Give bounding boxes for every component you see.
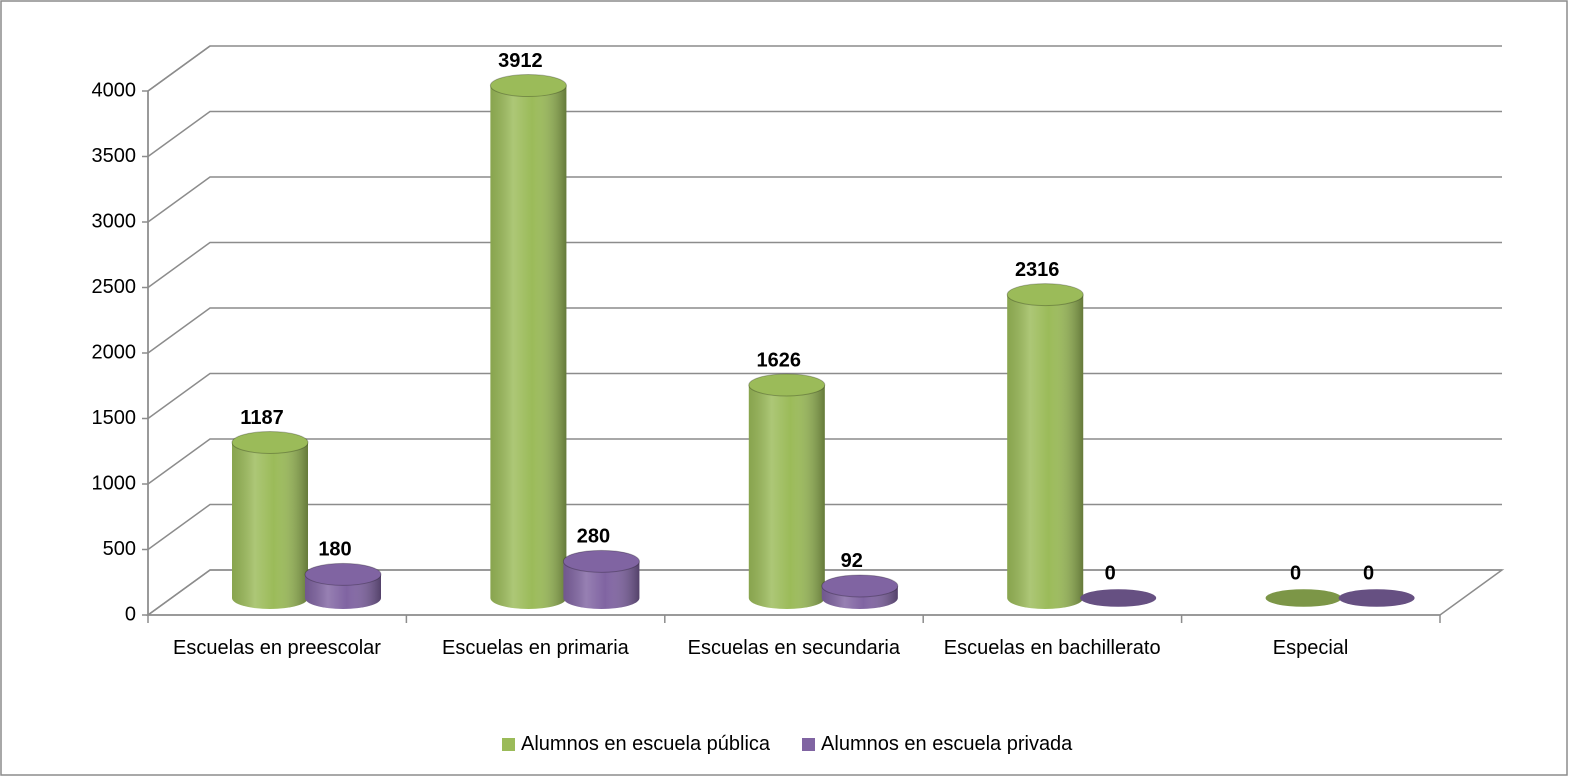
x-tick-label: Escuelas en preescolar bbox=[173, 637, 381, 659]
cylinder-top bbox=[231, 431, 309, 455]
grid-line bbox=[147, 45, 1502, 92]
cylinder-shade bbox=[232, 442, 308, 609]
cylinder-top bbox=[821, 574, 899, 598]
legend-label: Alumnos en escuela pública bbox=[521, 733, 771, 755]
grid-line bbox=[147, 241, 1502, 289]
y-tick-label: 1500 bbox=[92, 407, 137, 429]
y-tick-label: 1000 bbox=[92, 472, 137, 494]
y-tick-label: 2000 bbox=[92, 341, 137, 363]
cylinder-base bbox=[1080, 589, 1157, 607]
cylinder-top bbox=[1006, 283, 1084, 307]
cylinder-shade bbox=[748, 384, 825, 610]
x-tick-label: Especial bbox=[1272, 637, 1349, 659]
legend-item: Alumnos en escuela privada bbox=[802, 730, 1072, 758]
cylinder-top bbox=[562, 549, 640, 573]
cylinder-top bbox=[304, 562, 382, 586]
data-label: 280 bbox=[577, 526, 610, 548]
legend-swatch bbox=[502, 737, 515, 751]
y-tick-label: 3500 bbox=[92, 145, 137, 167]
cylinder-base bbox=[1265, 589, 1342, 607]
data-label: 2316 bbox=[1015, 259, 1060, 281]
cylinder-shade bbox=[563, 561, 640, 610]
cylinder-shade bbox=[1007, 294, 1084, 609]
data-label: 1187 bbox=[240, 407, 283, 429]
data-label: 180 bbox=[318, 539, 351, 561]
grid-line bbox=[147, 110, 1502, 158]
data-label: 92 bbox=[841, 550, 863, 572]
cylinder-base bbox=[1338, 589, 1415, 607]
x-tick-label: Escuelas en bachillerato bbox=[943, 637, 1161, 659]
y-tick-label: 3000 bbox=[92, 210, 137, 232]
cylinder-top bbox=[748, 373, 826, 397]
legend-item: Alumnos en escuela pública bbox=[502, 730, 770, 758]
data-label: 1626 bbox=[757, 349, 802, 371]
y-tick-label: 500 bbox=[103, 538, 136, 560]
data-label: 0 bbox=[1363, 562, 1374, 584]
y-tick-label: 0 bbox=[125, 603, 136, 625]
legend: Alumnos en escuela pública Alumnos en esc… bbox=[502, 730, 1104, 758]
legend-label: Alumnos en escuela privada bbox=[821, 733, 1073, 755]
cylinder-top bbox=[489, 74, 567, 98]
cylinder-shade bbox=[490, 85, 567, 609]
data-label: 0 bbox=[1290, 562, 1301, 584]
data-label: 0 bbox=[1105, 562, 1116, 584]
y-tick-label: 2500 bbox=[92, 276, 137, 298]
y-tick-label: 4000 bbox=[92, 79, 137, 101]
data-label: 3912 bbox=[498, 50, 543, 72]
x-tick-label: Escuelas en secundaria bbox=[687, 637, 900, 659]
x-tick-label: Escuelas en primaria bbox=[442, 637, 629, 659]
legend-swatch bbox=[802, 737, 816, 751]
grid-line bbox=[147, 176, 1502, 223]
